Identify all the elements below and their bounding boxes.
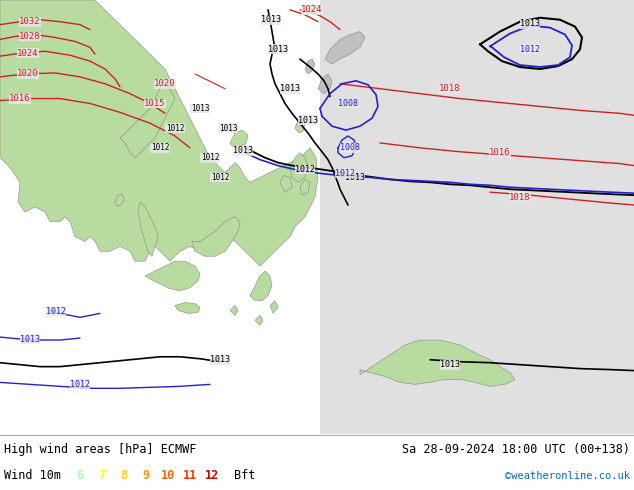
Text: 1013: 1013 xyxy=(280,84,300,93)
Text: 1012: 1012 xyxy=(520,45,540,54)
Polygon shape xyxy=(255,316,263,325)
Text: 1012: 1012 xyxy=(70,380,90,389)
Text: 1028: 1028 xyxy=(19,32,41,41)
Polygon shape xyxy=(270,300,278,314)
Text: 1012: 1012 xyxy=(151,144,169,152)
Text: 1013: 1013 xyxy=(440,360,460,369)
Text: 9: 9 xyxy=(143,469,150,483)
Polygon shape xyxy=(230,306,238,316)
Text: 1018: 1018 xyxy=(439,84,461,93)
Text: 1013: 1013 xyxy=(233,147,253,155)
Text: 1013: 1013 xyxy=(191,104,209,113)
Polygon shape xyxy=(295,118,305,133)
Polygon shape xyxy=(115,194,124,206)
Text: High wind areas [hPa] ECMWF: High wind areas [hPa] ECMWF xyxy=(4,443,197,456)
Text: Wind 10m: Wind 10m xyxy=(4,469,61,483)
Text: 1013: 1013 xyxy=(261,15,281,24)
Text: 1012: 1012 xyxy=(335,169,355,178)
Text: 1032: 1032 xyxy=(19,17,41,26)
Text: 1008: 1008 xyxy=(338,99,358,108)
Text: 1024: 1024 xyxy=(301,5,323,14)
Text: 6: 6 xyxy=(77,469,84,483)
Polygon shape xyxy=(250,271,272,300)
Text: 1013: 1013 xyxy=(298,116,318,125)
Text: 1012: 1012 xyxy=(46,307,66,316)
Text: 1016: 1016 xyxy=(489,148,511,157)
Polygon shape xyxy=(280,175,292,192)
Text: 8: 8 xyxy=(120,469,127,483)
Text: 7: 7 xyxy=(98,469,106,483)
Polygon shape xyxy=(145,261,200,291)
Bar xyxy=(320,0,634,434)
Polygon shape xyxy=(192,217,240,256)
Polygon shape xyxy=(120,84,175,158)
Text: 1016: 1016 xyxy=(10,94,31,103)
Polygon shape xyxy=(318,74,332,94)
Text: Sa 28-09-2024 18:00 UTC (00+138): Sa 28-09-2024 18:00 UTC (00+138) xyxy=(402,443,630,456)
Polygon shape xyxy=(325,31,365,64)
Polygon shape xyxy=(305,59,315,74)
Text: 1013: 1013 xyxy=(520,19,540,28)
Text: 1013: 1013 xyxy=(268,45,288,54)
Text: 1024: 1024 xyxy=(17,49,39,58)
Text: 1012: 1012 xyxy=(295,165,315,174)
Text: 12: 12 xyxy=(205,469,219,483)
Polygon shape xyxy=(175,302,200,314)
Polygon shape xyxy=(0,0,318,266)
Polygon shape xyxy=(230,130,248,148)
Polygon shape xyxy=(138,202,158,256)
Text: 11: 11 xyxy=(183,469,197,483)
Text: 1012: 1012 xyxy=(201,153,219,162)
Polygon shape xyxy=(300,179,310,195)
Text: 1013: 1013 xyxy=(20,335,40,343)
Text: 1008: 1008 xyxy=(340,144,360,152)
Text: 1012: 1012 xyxy=(165,123,184,133)
Text: 1020: 1020 xyxy=(154,79,176,88)
Text: 1012: 1012 xyxy=(210,173,230,182)
Text: Bft: Bft xyxy=(234,469,256,483)
Text: 1015: 1015 xyxy=(145,99,165,108)
Text: 1013: 1013 xyxy=(210,355,230,364)
Text: 1013: 1013 xyxy=(219,123,237,133)
Text: 1020: 1020 xyxy=(17,70,39,78)
Text: 1018: 1018 xyxy=(509,193,531,201)
Text: 1013: 1013 xyxy=(345,173,365,182)
Text: ©weatheronline.co.uk: ©weatheronline.co.uk xyxy=(505,471,630,481)
Polygon shape xyxy=(290,153,308,182)
Text: 10: 10 xyxy=(161,469,175,483)
Polygon shape xyxy=(360,340,515,386)
